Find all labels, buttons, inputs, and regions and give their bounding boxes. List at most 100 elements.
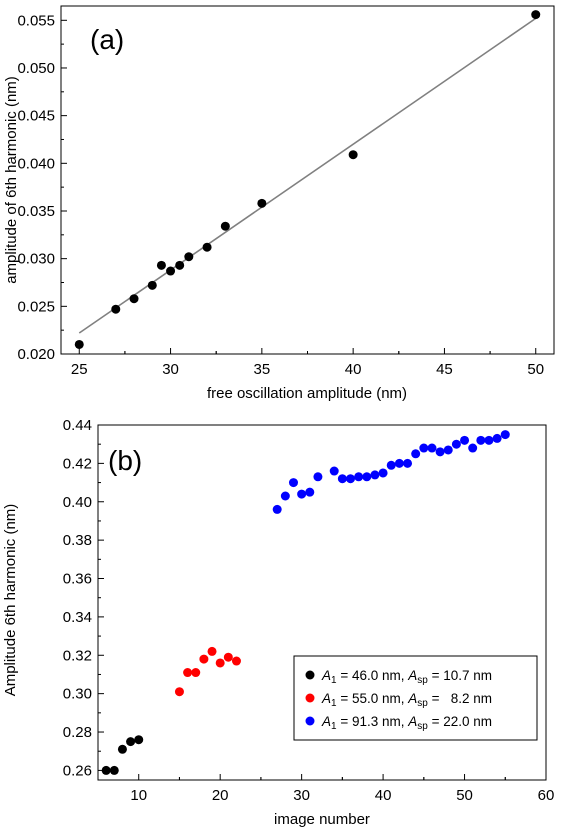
data-point xyxy=(174,687,184,697)
legend-box xyxy=(293,655,538,741)
data-point xyxy=(223,652,233,662)
legend-asp-red: 8.2 nm xyxy=(451,691,492,706)
data-points-b xyxy=(101,430,510,775)
legend-entry-blue: A1 = 91.3 nm, Asp = 22.0 nm xyxy=(305,714,492,732)
legend-marker-black xyxy=(305,670,315,680)
data-point xyxy=(231,656,241,666)
x-tick-label: 30 xyxy=(293,787,310,804)
y-tick-label: 0.34 xyxy=(63,609,92,626)
fit-line xyxy=(78,17,537,334)
data-point xyxy=(134,735,144,745)
data-point xyxy=(484,435,494,445)
legend-a1-red: 55.0 nm xyxy=(352,691,401,706)
y-tick-label: 0.42 xyxy=(63,455,92,472)
data-point xyxy=(362,472,372,482)
data-point xyxy=(411,449,421,459)
y-tick-label: 0.050 xyxy=(17,60,55,77)
data-point xyxy=(175,260,185,270)
data-point xyxy=(313,472,323,482)
legend-marker-red xyxy=(305,693,315,703)
data-point xyxy=(435,447,445,457)
x-tick-label: 10 xyxy=(130,787,147,804)
data-point xyxy=(451,439,461,449)
x-tick-label: 50 xyxy=(527,361,544,378)
data-point xyxy=(378,468,388,478)
data-point xyxy=(215,658,225,668)
y-tick-label: 0.32 xyxy=(63,647,92,664)
data-point xyxy=(443,445,453,455)
data-point xyxy=(257,198,267,208)
data-point xyxy=(199,654,209,664)
data-point xyxy=(280,491,290,501)
legend-text-red: A1 = 55.0 nm, Asp = 8.2 nm xyxy=(321,691,492,709)
y-tick-label: 0.26 xyxy=(63,762,92,779)
legend-entry-black: A1 = 46.0 nm, Asp = 10.7 nm xyxy=(305,668,492,686)
y-tick-label: 0.025 xyxy=(17,298,55,315)
y-tick-label: 0.38 xyxy=(63,532,92,549)
axis-ticks-b: 10 20 30 40 50 60 0.26 0.28 0.30 0.32 0.34 0.36 0.38… xyxy=(63,417,555,804)
data-point xyxy=(468,443,478,453)
data-point xyxy=(126,737,136,747)
y-tick-label: 0.030 xyxy=(17,251,55,268)
y-tick-label: 0.28 xyxy=(63,724,92,741)
x-tick-label: 20 xyxy=(212,787,229,804)
y-tick-label: 0.40 xyxy=(63,494,92,511)
axis-ticks-a: 25 30 35 40 45 50 0.020 0.025 0.030 0.035 0.040 0.0… xyxy=(17,12,544,378)
data-point xyxy=(354,472,364,482)
chart-panel-b: 10 20 30 40 50 60 0.26 0.28 0.30 0.32 0.34 0.36 0.38… xyxy=(2,417,554,828)
data-point xyxy=(288,478,298,488)
legend-marker-blue xyxy=(305,716,315,726)
y-tick-label: 0.035 xyxy=(17,203,55,220)
data-point xyxy=(166,266,176,276)
data-point xyxy=(202,242,212,252)
data-point xyxy=(220,221,230,231)
legend: A1 = 46.0 nm, Asp = 10.7 nm A1 = 55.0 nm… xyxy=(293,655,538,741)
panel-label-b: (b) xyxy=(108,445,142,476)
y-tick-label: 0.36 xyxy=(63,571,92,588)
data-point xyxy=(348,150,358,160)
legend-text-black: A1 = 46.0 nm, Asp = 10.7 nm xyxy=(321,668,492,686)
data-point xyxy=(460,435,470,445)
x-tick-label: 30 xyxy=(162,361,179,378)
data-point xyxy=(403,458,413,468)
y-tick-label: 0.040 xyxy=(17,155,55,172)
data-point xyxy=(337,474,347,484)
data-point xyxy=(117,744,127,754)
data-point xyxy=(207,646,217,656)
data-point xyxy=(109,765,119,775)
x-tick-label: 60 xyxy=(538,787,555,804)
x-tick-label: 25 xyxy=(71,361,88,378)
x-tick-label: 35 xyxy=(254,361,271,378)
data-point xyxy=(370,470,380,480)
data-point xyxy=(184,252,194,262)
data-point xyxy=(329,466,339,476)
y-axis-label-a: amplitude of 6th harmonic (nm) xyxy=(3,76,20,284)
legend-asp-black: 10.7 nm xyxy=(443,668,492,683)
plot-frame-b xyxy=(97,424,547,781)
data-point xyxy=(147,280,157,290)
y-tick-label: 0.045 xyxy=(17,108,55,125)
data-point xyxy=(101,765,111,775)
data-point xyxy=(74,339,84,349)
legend-entry-red: A1 = 55.0 nm, Asp = 8.2 nm xyxy=(305,691,492,709)
data-point xyxy=(183,668,193,678)
data-point xyxy=(191,668,201,678)
y-axis-label-b: Amplitude 6th harmonic (nm) xyxy=(2,504,19,697)
data-point xyxy=(156,260,166,270)
data-point xyxy=(531,10,541,20)
data-point xyxy=(305,487,315,497)
data-point xyxy=(129,294,139,304)
chart-panel-a: 25 30 35 40 45 50 0.020 0.025 0.030 0.035 0.040 0.0… xyxy=(3,5,555,402)
x-axis-label-a: free oscillation amplitude (nm) xyxy=(207,385,407,402)
data-point xyxy=(427,443,437,453)
y-tick-label: 0.44 xyxy=(63,417,92,434)
data-point xyxy=(500,430,510,440)
legend-asp-blue: 22.0 nm xyxy=(443,714,492,729)
y-tick-label: 0.020 xyxy=(17,346,55,363)
data-point xyxy=(386,460,396,470)
y-tick-label: 0.30 xyxy=(63,686,92,703)
panel-label-a: (a) xyxy=(90,24,124,55)
x-tick-label: 50 xyxy=(456,787,473,804)
data-point xyxy=(492,433,502,443)
